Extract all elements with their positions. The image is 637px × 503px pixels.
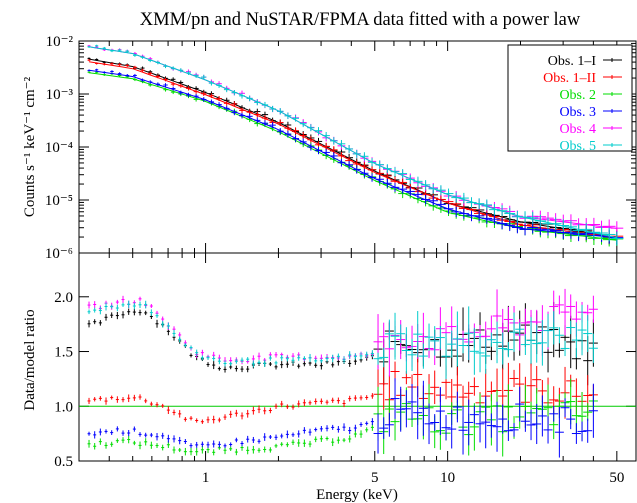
legend-label: Obs. 5 — [559, 139, 596, 154]
x-tick-label: 50 — [609, 470, 624, 486]
x-tick-label: 10 — [440, 470, 455, 486]
y-tick-label-bottom: 2.0 — [54, 290, 73, 306]
y-tick-label-bottom: 1.5 — [54, 345, 73, 361]
legend-label: Obs. 1–II — [543, 71, 596, 86]
x-tick-label: 5 — [371, 470, 379, 486]
legend-frame — [507, 44, 633, 152]
y-tick-label-bottom: 0.5 — [54, 454, 73, 470]
legend-label: Obs. 4 — [559, 122, 596, 137]
y-axis-title-bottom: Data/model ratio — [22, 309, 38, 410]
series-bottom-6 — [87, 300, 598, 380]
y-tick-label-top: 10⁻⁴ — [45, 140, 73, 156]
y-tick-label-bottom: 1.0 — [54, 399, 73, 415]
bottom-panel: 0.5 1.0 1.5 2.0 1 5 10 50 — [54, 252, 637, 486]
chart-title: XMM/pn and NuSTAR/FPMA data fitted with … — [140, 10, 581, 30]
y-tick-label-top: 10⁻² — [46, 34, 74, 50]
y-tick-label-top: 10⁻³ — [46, 87, 74, 103]
y-tick-label-top: 10⁻⁶ — [45, 246, 73, 262]
legend-label: Obs. 2 — [559, 88, 596, 103]
legend-label: Obs. 3 — [559, 105, 596, 120]
series-bottom-3 — [87, 378, 598, 457]
y-axis-title-top: Counts s⁻¹ keV⁻¹ cm⁻² — [22, 76, 38, 217]
series-top-6 — [87, 44, 624, 246]
model-line — [88, 61, 617, 239]
x-axis-title: Energy (keV) — [316, 487, 398, 503]
series-bottom-1 — [87, 301, 598, 386]
legend-label: Obs. 1–I — [548, 54, 597, 69]
series-bottom-4 — [87, 378, 598, 458]
model-line — [88, 46, 617, 239]
y-tick-label-top: 10⁻⁵ — [45, 193, 73, 209]
bottom-panel-frame — [78, 252, 637, 462]
x-tick-label: 1 — [202, 470, 210, 486]
legend: Obs. 1–I Obs. 1–II Obs. 2 Obs. 3 Obs. 4 Obs. … — [507, 44, 633, 154]
